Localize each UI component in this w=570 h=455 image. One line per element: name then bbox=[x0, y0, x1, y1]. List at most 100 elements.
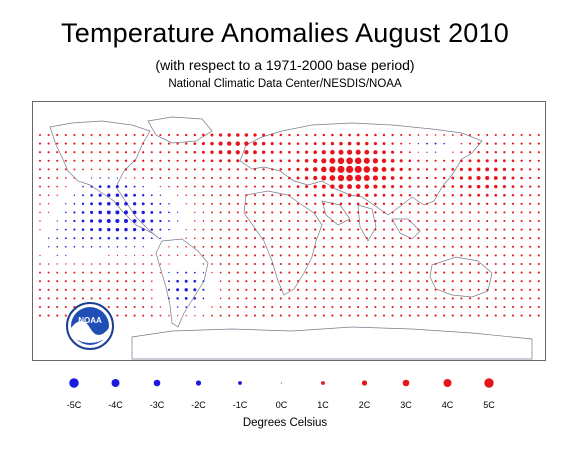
anomaly-dot bbox=[176, 314, 179, 317]
anomaly-dot bbox=[486, 305, 489, 309]
anomaly-dot bbox=[459, 167, 463, 171]
anomaly-dot bbox=[288, 262, 291, 266]
anomaly-dot bbox=[202, 237, 205, 240]
anomaly-dot bbox=[357, 280, 360, 283]
anomaly-dot bbox=[305, 297, 308, 300]
anomaly-dots bbox=[38, 133, 540, 317]
anomaly-dot bbox=[451, 305, 454, 309]
anomaly-dot bbox=[477, 228, 480, 231]
anomaly-dot bbox=[468, 167, 472, 172]
anomaly-dot bbox=[236, 297, 239, 300]
anomaly-dot bbox=[339, 202, 343, 206]
anomaly-dot bbox=[142, 142, 145, 145]
anomaly-dot bbox=[494, 228, 497, 231]
anomaly-dot bbox=[354, 165, 362, 173]
anomaly-dot bbox=[537, 142, 540, 145]
legend-marker bbox=[361, 380, 368, 386]
anomaly-dot bbox=[355, 184, 361, 190]
anomaly-dot bbox=[399, 167, 403, 172]
anomaly-dot bbox=[262, 228, 265, 231]
anomaly-dot bbox=[56, 297, 59, 300]
anomaly-dot bbox=[288, 219, 291, 223]
anomaly-dot bbox=[288, 228, 291, 231]
anomaly-dot bbox=[382, 211, 386, 214]
anomaly-dot bbox=[159, 194, 162, 196]
anomaly-dot bbox=[314, 228, 317, 231]
anomaly-dot bbox=[168, 280, 170, 283]
anomaly-dot bbox=[185, 168, 188, 171]
anomaly-dot bbox=[219, 306, 222, 308]
anomaly-dot bbox=[227, 141, 232, 146]
anomaly-dot bbox=[288, 211, 291, 214]
anomaly-dot bbox=[288, 297, 291, 300]
anomaly-dot bbox=[288, 237, 291, 240]
anomaly-dot bbox=[142, 314, 145, 317]
legend-label: -1C bbox=[233, 400, 248, 410]
anomaly-dot bbox=[168, 297, 170, 300]
anomaly-dot bbox=[194, 220, 196, 222]
anomaly-dot bbox=[425, 288, 429, 291]
anomaly-dot bbox=[133, 305, 136, 309]
anomaly-dot bbox=[81, 297, 85, 300]
anomaly-dot bbox=[125, 177, 127, 179]
anomaly-dot bbox=[193, 279, 197, 283]
anomaly-dot bbox=[408, 159, 412, 163]
anomaly-dot bbox=[124, 168, 128, 171]
anomaly-dot bbox=[511, 193, 515, 197]
anomaly-dot bbox=[339, 271, 343, 274]
anomaly-dot bbox=[408, 245, 411, 248]
anomaly-dot bbox=[331, 211, 334, 214]
anomaly-dot bbox=[99, 271, 102, 274]
anomaly-dot bbox=[99, 280, 102, 283]
anomaly-dot bbox=[227, 133, 231, 137]
anomaly-dot bbox=[236, 211, 239, 214]
anomaly-dot bbox=[365, 305, 368, 309]
anomaly-dot bbox=[322, 202, 326, 206]
anomaly-dot bbox=[176, 306, 179, 308]
anomaly-dot bbox=[494, 297, 497, 300]
anomaly-dot bbox=[443, 245, 446, 248]
anomaly-dot bbox=[322, 245, 325, 248]
anomaly-dot bbox=[391, 237, 394, 240]
anomaly-dot bbox=[159, 133, 162, 137]
anomaly-dot bbox=[202, 280, 205, 283]
anomaly-dot bbox=[331, 314, 334, 317]
anomaly-dot bbox=[262, 262, 265, 266]
anomaly-dot bbox=[460, 288, 463, 291]
anomaly-dot bbox=[211, 306, 213, 308]
anomaly-dot bbox=[305, 185, 309, 189]
anomaly-dot bbox=[296, 314, 300, 317]
anomaly-dot bbox=[374, 133, 377, 137]
anomaly-dot bbox=[434, 219, 437, 223]
anomaly-dot bbox=[486, 262, 489, 266]
anomaly-dot bbox=[81, 142, 85, 145]
anomaly-dot bbox=[434, 237, 437, 240]
anomaly-dot bbox=[133, 314, 136, 317]
anomaly-dot bbox=[529, 219, 532, 223]
anomaly-dot bbox=[468, 254, 472, 257]
anomaly-dot bbox=[425, 297, 429, 300]
anomaly-dot bbox=[219, 159, 223, 163]
anomaly-dot bbox=[271, 211, 274, 214]
anomaly-dot bbox=[346, 174, 353, 182]
anomaly-dot bbox=[253, 262, 257, 266]
anomaly-dot bbox=[288, 168, 291, 171]
anomaly-dot bbox=[64, 245, 67, 248]
anomaly-dot bbox=[331, 297, 334, 300]
anomaly-dot bbox=[210, 133, 214, 137]
anomaly-dot bbox=[451, 185, 455, 188]
anomaly-dot bbox=[337, 174, 345, 182]
anomaly-dot bbox=[176, 254, 179, 257]
anomaly-dot bbox=[434, 254, 437, 257]
anomaly-dot bbox=[132, 227, 137, 232]
anomaly-dot bbox=[90, 297, 93, 300]
anomaly-dot bbox=[133, 280, 136, 283]
anomaly-dot bbox=[304, 176, 309, 180]
anomaly-dot bbox=[313, 150, 317, 154]
anomaly-dot bbox=[253, 245, 257, 248]
anomaly-dot bbox=[348, 228, 351, 231]
legend-label: 0C bbox=[276, 400, 288, 410]
anomaly-dot bbox=[477, 288, 480, 291]
anomaly-dot bbox=[202, 254, 205, 257]
anomaly-dot bbox=[460, 134, 463, 136]
